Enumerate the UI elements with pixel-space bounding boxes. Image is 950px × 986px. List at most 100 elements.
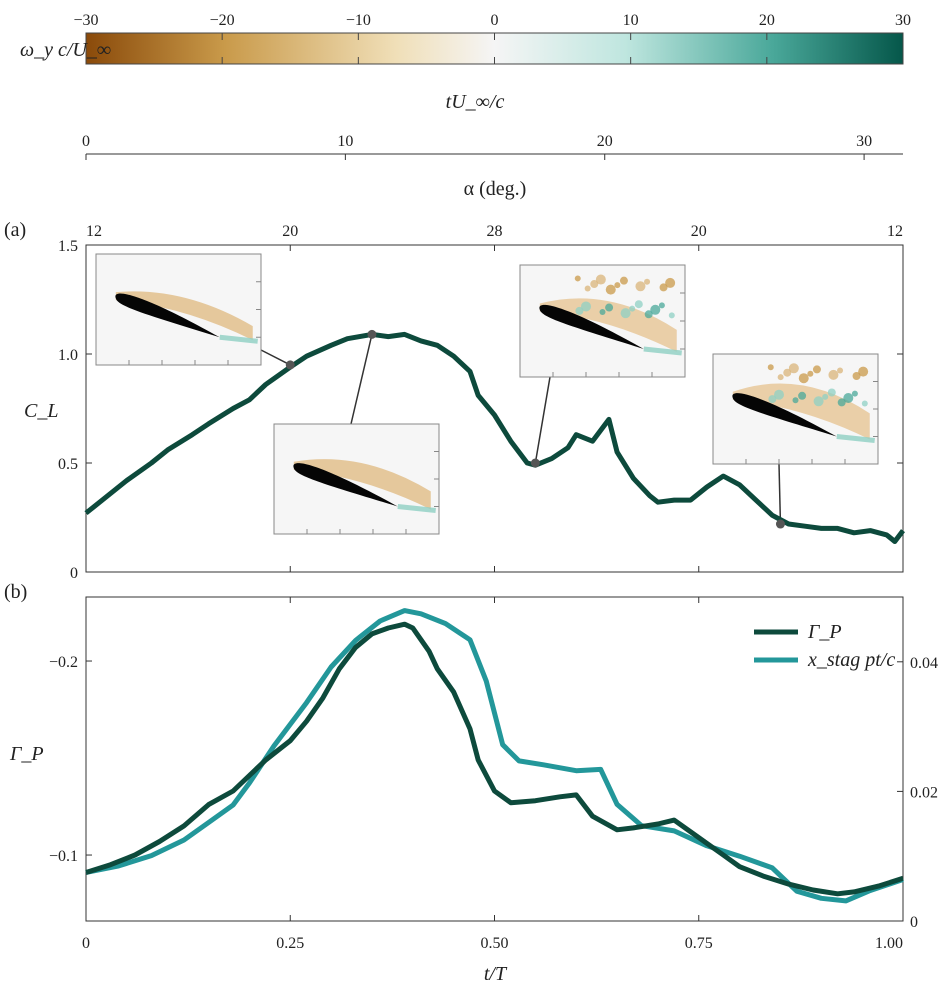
panel-b-right-ytick-label: 0.04	[910, 655, 938, 672]
alpha-axis-tick-label: 28	[487, 223, 503, 240]
time-axis: tU_∞/c 0 10 20 30	[82, 91, 903, 160]
inset-vortex-blob	[777, 374, 784, 381]
inset-vortex-blob	[783, 368, 792, 377]
inset-vortex-blob	[581, 301, 591, 312]
alpha-axis-tick-label: 12	[86, 223, 102, 240]
inset-shear-layer	[293, 459, 431, 510]
inset-wake	[219, 334, 258, 344]
inset-vortex-blob	[767, 364, 774, 371]
inset-vortex-blob	[619, 276, 628, 285]
panel-a-ylabel: C_L	[24, 400, 58, 422]
colorbar-tick-label: 30	[895, 12, 911, 29]
inset-wake	[836, 434, 875, 443]
inset-wake	[397, 504, 436, 513]
inset-shear-layer	[732, 383, 870, 440]
inset-vortex-blob	[668, 312, 675, 319]
inset-vortex-blob	[658, 302, 665, 309]
time-axis-label: tU_∞/c	[446, 91, 505, 113]
panel-b-left-ytick-label: −0.2	[49, 654, 78, 671]
inset-vortex-blob	[599, 309, 606, 316]
flow-snapshot-inset	[519, 264, 686, 378]
panel-a: (a) 0 0.5 1.0 1.5 C_L	[4, 219, 905, 582]
panel-a-ytick-label: 0.5	[58, 456, 78, 473]
panel-a-ytick-label: 1.0	[58, 347, 78, 364]
panel-a-yticks: 0 0.5 1.0 1.5	[58, 238, 904, 582]
flow-snapshot-inset	[95, 253, 262, 366]
cl-snapshot-marker	[285, 360, 295, 370]
snapshot-leader-line	[534, 376, 551, 464]
panel-b-right-ytick-label: 0	[910, 914, 918, 931]
stag-point-series-line	[85, 608, 904, 904]
snapshot-leader-line	[778, 463, 782, 525]
inset-vortex-blob	[614, 282, 621, 289]
time-axis-ticks: 0 10 20 30	[82, 133, 872, 160]
snapshot-leader-line	[350, 334, 373, 425]
inset-vortex-blob	[595, 274, 606, 285]
inset-vortex-blob	[858, 366, 869, 377]
inset-vortex-blob	[774, 389, 784, 400]
panel-b-xtick-label: 0	[82, 935, 90, 952]
panel-b-xtick-label: 0.25	[276, 935, 304, 952]
inset-vortex-blob	[620, 308, 631, 319]
airfoil-icon	[732, 393, 837, 437]
inset-shear-layer	[539, 298, 677, 352]
inset-vortex-blob	[644, 278, 651, 285]
inset-vortex-blob	[650, 304, 661, 315]
inset-vortex-blob	[861, 400, 868, 407]
inset-vortex-blob	[837, 367, 844, 374]
inset-vortex-blob	[659, 283, 668, 292]
time-axis-tick-label: 20	[597, 133, 613, 150]
time-axis-tick-label: 30	[856, 133, 872, 150]
alpha-axis-ticks: 12 20 28 20 12	[85, 223, 904, 251]
inset-vortex-blob	[574, 275, 581, 282]
panel-a-ytick-label: 0	[70, 565, 78, 582]
panel-b-left-ytick-label: −0.1	[49, 848, 78, 865]
inset-vortex-blob	[837, 398, 846, 407]
time-axis-tick-label: 10	[337, 133, 353, 150]
colorbar-ticks: −30 −20 −10 0 10 20 30	[73, 12, 911, 64]
panel-b-tag: (b)	[4, 581, 27, 603]
inset-vortex-blob	[590, 280, 599, 289]
legend-label-gamma-p: Γ_P	[807, 621, 842, 643]
panel-b-xtick-label: 1.00	[875, 935, 903, 952]
inset-vortex-blob	[852, 372, 861, 380]
cl-snapshot-markers	[285, 329, 785, 529]
inset-vortex-blob	[827, 388, 836, 397]
colorbar-tick-label: 0	[491, 12, 499, 29]
panel-b-ylabel: Γ_P	[9, 743, 44, 765]
panel-b-right-ytick-label: 0.02	[910, 784, 938, 801]
inset-vortex-blob	[812, 365, 821, 374]
legend-label-stag-point: x_stag pt/c	[807, 649, 895, 671]
colorbar-tick-label: −20	[210, 12, 235, 29]
alpha-axis: α (deg.) 12 20 28 20 12	[85, 178, 904, 251]
airfoil-icon	[539, 304, 644, 349]
inset-vortex-blob	[665, 277, 676, 288]
inset-vortex-blob	[635, 281, 646, 292]
time-axis-tick-label: 0	[82, 133, 90, 150]
inset-vortex-blob	[813, 396, 824, 407]
panel-b-xtick-label: 0.75	[685, 935, 713, 952]
inset-vortex-blob	[634, 300, 643, 309]
inset-vortex-blob	[851, 390, 858, 397]
flow-snapshot-inset	[712, 353, 879, 465]
inset-vortex-blob	[605, 303, 614, 312]
alpha-axis-tick-label: 20	[691, 223, 707, 240]
cl-snapshot-marker	[775, 519, 785, 529]
inset-vortex-blob	[605, 284, 616, 295]
snapshot-leader-line	[260, 349, 291, 366]
panel-b-xticks: 0 0.25 0.50 0.75 1.00	[82, 597, 904, 952]
panel-a-ytick-label: 1.5	[58, 238, 78, 255]
inset-vortex-blob	[575, 306, 584, 315]
cl-snapshot-marker	[530, 458, 540, 468]
airfoil-icon	[293, 463, 398, 507]
gamma-p-series-line	[85, 621, 904, 897]
airfoil-icon	[115, 293, 220, 338]
inset-vortex-blob	[798, 373, 809, 384]
alpha-axis-label: α (deg.)	[464, 178, 527, 200]
colorbar: −30 −20 −10 0 10 20 30 ω_y c/U_∞	[20, 12, 911, 65]
inset-vortex-blob	[843, 393, 854, 403]
inset-vortex-blob	[822, 393, 829, 400]
colorbar-tick-label: 20	[759, 12, 775, 29]
panel-b-xtick-label: 0.50	[481, 935, 509, 952]
